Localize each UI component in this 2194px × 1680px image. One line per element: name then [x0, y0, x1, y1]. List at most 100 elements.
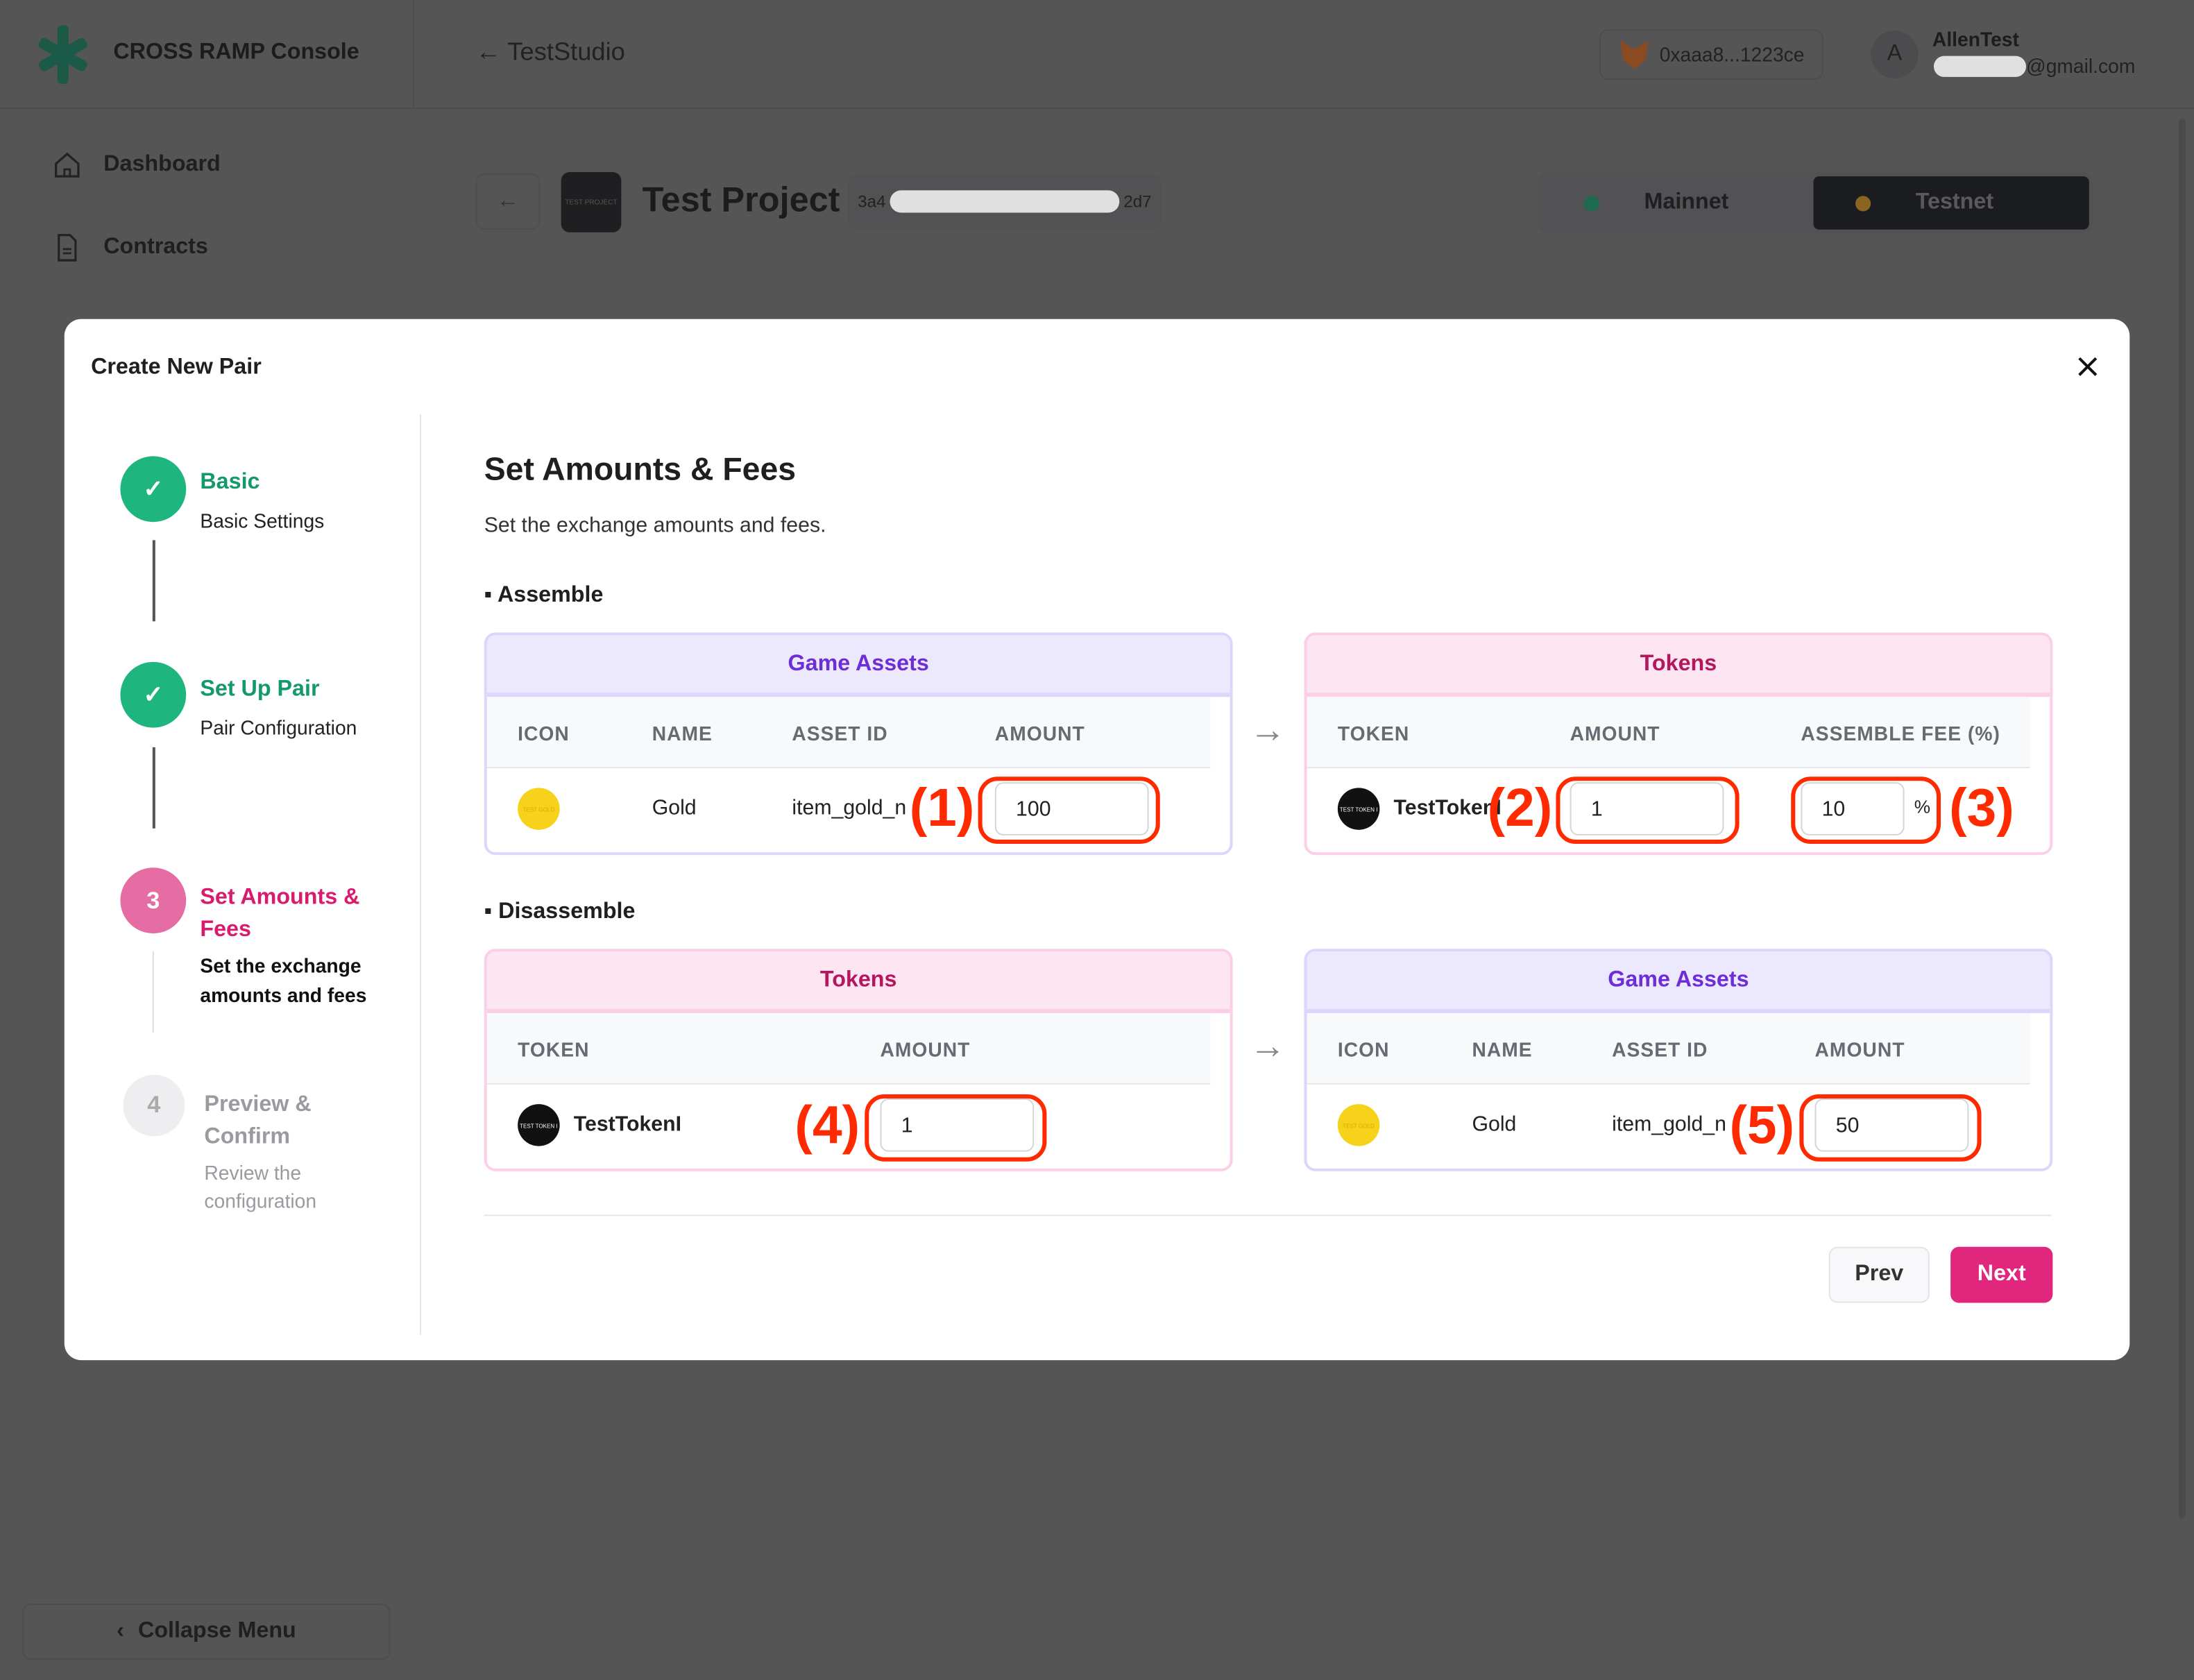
- step-title: Preview & Confirm: [204, 1092, 312, 1149]
- disassemble-game-assets-card: Game Assets ICON NAME ASSET ID AMOUNT TE…: [1304, 949, 2053, 1171]
- arrow-right-icon: →: [1249, 1024, 1286, 1067]
- annotation-label: (4): [794, 1097, 860, 1156]
- gold-coin-icon: TEST GOLD: [1337, 1104, 1380, 1146]
- divider: [484, 1214, 2052, 1216]
- page-description: Set the exchange amounts and fees.: [484, 514, 826, 538]
- sidebar-item-dashboard[interactable]: Dashboard: [53, 151, 221, 179]
- table-header: TOKEN AMOUNT ASSEMBLE FEE (%): [1307, 697, 2031, 769]
- table-header: TOKEN AMOUNT: [486, 1013, 1211, 1085]
- step-subtitle: Basic Settings: [200, 509, 325, 532]
- column-header: AMOUNT: [1570, 722, 1660, 745]
- step-number: 4: [123, 1074, 185, 1137]
- back-to-studio-link[interactable]: ← TestStudio: [475, 37, 625, 66]
- column-header: NAME: [1472, 1038, 1533, 1061]
- annotation-label: (1): [909, 779, 975, 838]
- token-name: TestTokenI: [573, 1112, 682, 1137]
- project-thumbnail: TEST PROJECT: [561, 172, 622, 232]
- network-toggle: Mainnet Testnet: [1538, 172, 2093, 234]
- create-pair-modal: Create New Pair ✓ Basic Basic Settings ✓…: [64, 319, 2130, 1361]
- collapse-menu-button[interactable]: ‹ Collapse Menu: [22, 1604, 391, 1660]
- table-row: TEST GOLD Gold item_gold_n: [1307, 1085, 2050, 1166]
- arrow-left-icon: ←: [496, 189, 520, 213]
- table-row: TEST TOKEN I TestTokenI: [487, 1085, 1230, 1166]
- redacted-block: [1933, 55, 2027, 76]
- wallet-address: 0xaaa8...1223ce: [1659, 43, 1805, 66]
- avatar[interactable]: A: [1871, 31, 1919, 78]
- metamask-fox-icon: [1620, 40, 1649, 69]
- sidebar-item-label: Contracts: [103, 235, 208, 260]
- step-number: 3: [120, 867, 187, 934]
- step-connector: [152, 540, 155, 622]
- asset-id: item_gold_n: [792, 796, 907, 820]
- step-title: Basic: [200, 470, 260, 494]
- user-email: @gmail.com: [1933, 54, 2136, 77]
- collapse-label: Collapse Menu: [138, 1619, 296, 1643]
- redacted-block: [890, 190, 1120, 213]
- column-header: TOKEN: [518, 1038, 590, 1061]
- column-header: TOKEN: [1337, 722, 1410, 745]
- assemble-tokens-card: Tokens TOKEN AMOUNT ASSEMBLE FEE (%) TES…: [1304, 632, 2053, 856]
- stepper: ✓ Basic Basic Settings ✓ Set Up Pair Pai…: [65, 414, 421, 1335]
- arrow-right-icon: →: [1249, 708, 1286, 750]
- disassemble-token-amount-input[interactable]: [880, 1098, 1035, 1152]
- project-id[interactable]: 3a4 2d7: [848, 173, 1162, 230]
- card-title: Game Assets: [486, 635, 1230, 697]
- column-header: AMOUNT: [880, 1038, 971, 1061]
- step-subtitle: Pair Configuration: [200, 716, 357, 739]
- cross-ramp-logo: [38, 25, 87, 84]
- assemble-game-assets-card: Game Assets ICON NAME ASSET ID AMOUNT TE…: [484, 632, 1233, 856]
- next-button[interactable]: Next: [1950, 1246, 2053, 1303]
- network-testnet[interactable]: Testnet: [1813, 176, 2089, 230]
- document-icon: [58, 234, 77, 262]
- status-dot: [1855, 195, 1871, 211]
- step-connector: [152, 747, 155, 829]
- network-label: Mainnet: [1644, 190, 1729, 214]
- column-header: ASSEMBLE FEE (%): [1801, 722, 2000, 745]
- gold-coin-icon: TEST GOLD: [518, 788, 560, 830]
- close-icon[interactable]: [2074, 353, 2102, 380]
- network-label: Testnet: [1915, 190, 1994, 214]
- column-header: NAME: [652, 722, 713, 745]
- table-header: ICON NAME ASSET ID AMOUNT: [486, 697, 1211, 769]
- token-name: TestTokenI: [1393, 796, 1502, 820]
- column-header: AMOUNT: [1814, 1038, 1905, 1061]
- assemble-fee-input[interactable]: [1801, 782, 1905, 835]
- project-title: Test Project: [642, 180, 840, 220]
- check-icon: ✓: [120, 661, 187, 728]
- chevron-left-icon: ‹: [117, 1619, 124, 1643]
- asset-id: item_gold_n: [1612, 1112, 1726, 1137]
- page-title: Set Amounts & Fees: [484, 450, 797, 487]
- asset-name: Gold: [652, 796, 697, 820]
- wallet-button[interactable]: 0xaaa8...1223ce: [1599, 29, 1823, 80]
- step-subtitle: Set the exchange amounts and fees: [200, 954, 367, 1006]
- modal-title: Create New Pair: [91, 355, 262, 380]
- annotation-label: (5): [1729, 1097, 1795, 1156]
- assemble-asset-amount-input[interactable]: [994, 782, 1149, 835]
- table-header: ICON NAME ASSET ID AMOUNT: [1307, 1013, 2031, 1085]
- sidebar-item-contracts[interactable]: Contracts: [53, 234, 208, 262]
- annotation-label: (3): [1949, 779, 2014, 838]
- disassemble-asset-amount-input[interactable]: [1814, 1098, 1969, 1152]
- email-suffix: @gmail.com: [2026, 54, 2136, 77]
- divider: [412, 0, 414, 110]
- table-row: TEST GOLD Gold item_gold_n: [487, 768, 1230, 849]
- section-assemble: ▪ Assemble: [484, 583, 604, 608]
- network-mainnet[interactable]: Mainnet: [1542, 176, 1817, 230]
- step-title: Set Amounts & Fees: [200, 885, 360, 942]
- prev-button[interactable]: Prev: [1828, 1246, 1930, 1303]
- column-header: ICON: [1337, 1038, 1390, 1061]
- token-icon: TEST TOKEN I: [518, 1104, 560, 1146]
- annotation-label: (2): [1487, 779, 1553, 838]
- id-prefix: 3a4: [858, 192, 886, 212]
- scrollbar[interactable]: [2178, 119, 2186, 1519]
- home-icon: [55, 152, 80, 178]
- card-title: Game Assets: [1307, 951, 2050, 1014]
- assemble-token-amount-input[interactable]: [1570, 782, 1724, 835]
- column-header: AMOUNT: [994, 722, 1085, 745]
- disassemble-tokens-card: Tokens TOKEN AMOUNT TEST TOKEN I TestTok…: [484, 949, 1233, 1171]
- column-header: ASSET ID: [792, 722, 888, 745]
- card-title: Tokens: [1307, 635, 2050, 697]
- card-title: Tokens: [486, 951, 1230, 1014]
- back-button[interactable]: ←: [475, 173, 541, 230]
- step-title: Set Up Pair: [200, 677, 320, 702]
